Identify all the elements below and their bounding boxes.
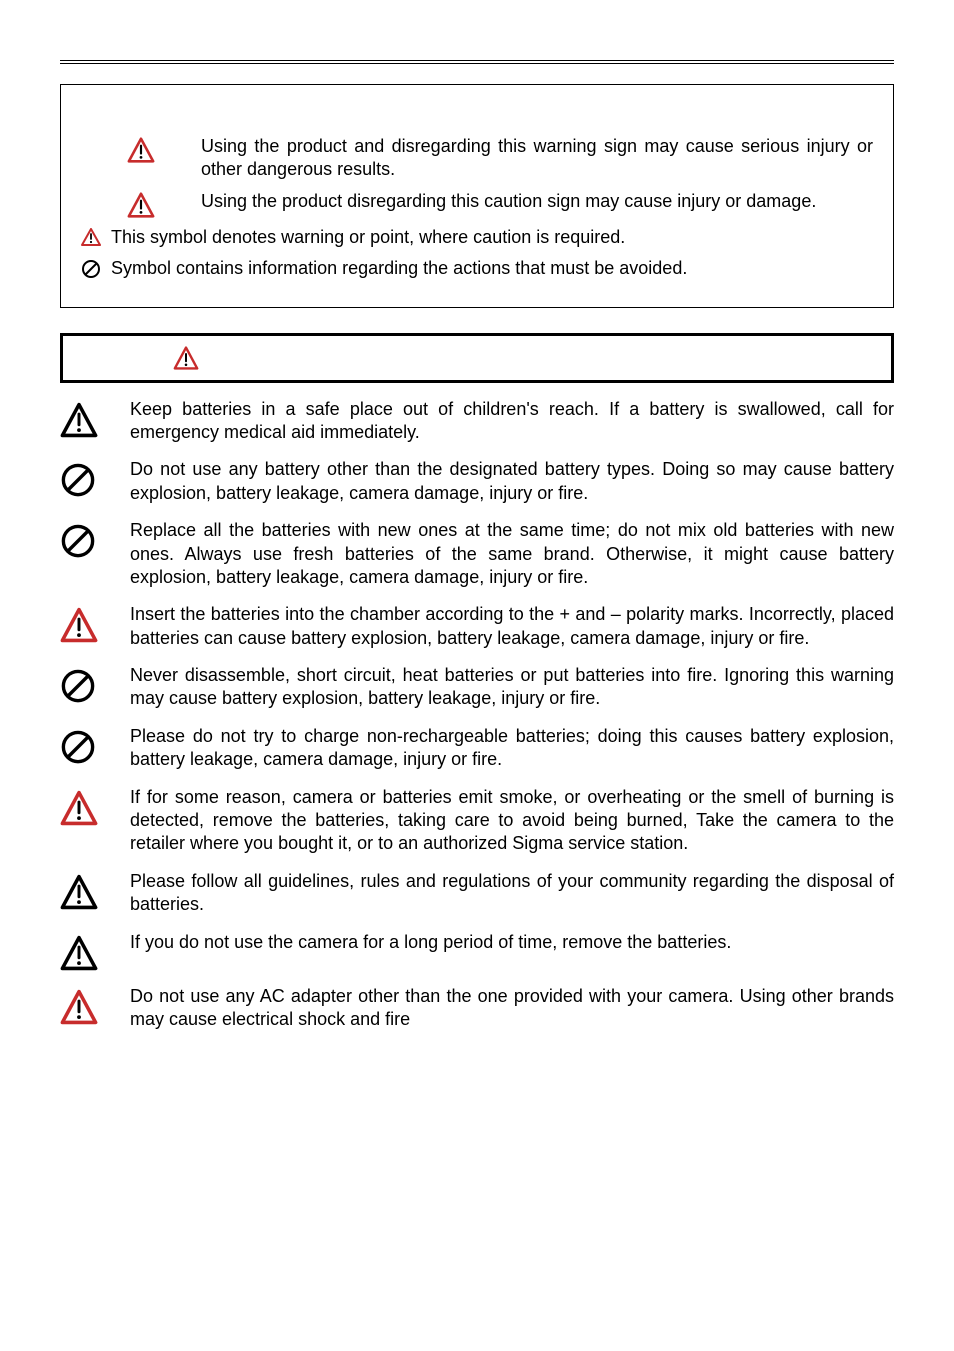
definition-warning-row: Using the product and disregarding this … <box>81 135 873 182</box>
warning-banner-icon <box>173 346 199 370</box>
prohibit-small-icon <box>81 257 111 279</box>
warning-item: Never disassemble, short circuit, heat b… <box>60 664 894 711</box>
warning-item: Please follow all guidelines, rules and … <box>60 870 894 917</box>
warning-text: Keep batteries in a safe place out of ch… <box>130 398 894 445</box>
warning-text: Insert the batteries into the chamber ac… <box>130 603 894 650</box>
triangle-small-icon <box>81 226 111 246</box>
tri_black-icon <box>60 931 130 971</box>
warning-item: Do not use any AC adapter other than the… <box>60 985 894 1032</box>
warning-item: Insert the batteries into the chamber ac… <box>60 603 894 650</box>
prohibit-icon <box>60 664 130 704</box>
tri_black-icon <box>60 870 130 910</box>
triangle-note-row: This symbol denotes warning or point, wh… <box>81 226 873 249</box>
warning-item: If you do not use the camera for a long … <box>60 931 894 971</box>
tri_red-icon <box>60 786 130 826</box>
warning-text: Never disassemble, short circuit, heat b… <box>130 664 894 711</box>
prohibit-note-row: Symbol contains information regarding th… <box>81 257 873 280</box>
prohibit-note-text: Symbol contains information regarding th… <box>111 257 873 280</box>
tri_black-icon <box>60 398 130 438</box>
warning-item: Keep batteries in a safe place out of ch… <box>60 398 894 445</box>
warning-item: Do not use any battery other than the de… <box>60 458 894 505</box>
warning-text: If you do not use the camera for a long … <box>130 931 894 954</box>
warning-text: Replace all the batteries with new ones … <box>130 519 894 589</box>
prohibit-icon <box>60 725 130 765</box>
definition-caution-row: Using the product disregarding this caut… <box>81 190 873 218</box>
warnings-list: Keep batteries in a safe place out of ch… <box>60 398 894 1032</box>
header-divider <box>60 60 894 64</box>
warning-item: Replace all the batteries with new ones … <box>60 519 894 589</box>
definition-caution-text: Using the product disregarding this caut… <box>201 190 873 213</box>
tri_red-icon <box>60 603 130 643</box>
warning-text: If for some reason, camera or batteries … <box>130 786 894 856</box>
triangle-note-text: This symbol denotes warning or point, wh… <box>111 226 873 249</box>
warning-item: If for some reason, camera or batteries … <box>60 786 894 856</box>
prohibit-icon <box>60 519 130 559</box>
definition-warning-text: Using the product and disregarding this … <box>201 135 873 182</box>
warning-item: Please do not try to charge non-recharge… <box>60 725 894 772</box>
warning-banner <box>60 333 894 383</box>
warning-text: Please follow all guidelines, rules and … <box>130 870 894 917</box>
warning-text: Do not use any AC adapter other than the… <box>130 985 894 1032</box>
prohibit-icon <box>60 458 130 498</box>
definitions-box: Using the product and disregarding this … <box>60 84 894 308</box>
caution-triangle-icon <box>81 190 201 218</box>
warning-text: Please do not try to charge non-recharge… <box>130 725 894 772</box>
warning-triangle-icon <box>81 135 201 163</box>
warning-text: Do not use any battery other than the de… <box>130 458 894 505</box>
tri_red_b-icon <box>60 985 130 1025</box>
